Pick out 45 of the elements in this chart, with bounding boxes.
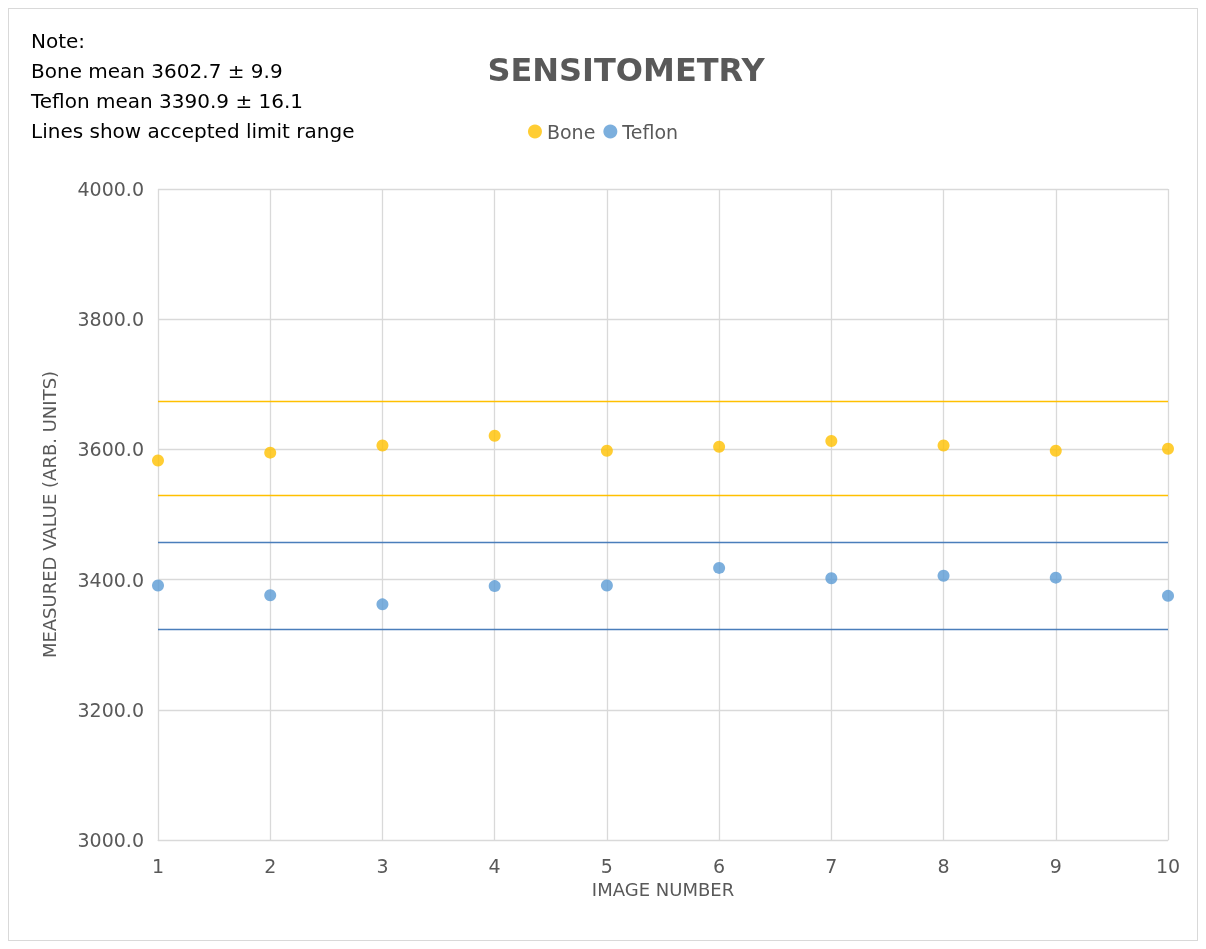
x-tick-label: 10 [1155,854,1181,877]
x-tick-label: 2 [264,854,277,877]
point [264,589,277,602]
legend-label: Bone [546,120,596,143]
point [488,580,501,593]
point [600,444,613,457]
x-axis-title: IMAGE NUMBER [591,878,735,900]
point [937,439,950,452]
point [713,440,726,453]
point [488,429,501,442]
point [937,569,950,582]
chart-title: SENSITOMETRY [487,51,766,89]
x-tick-label: 8 [937,854,950,877]
x-tick-label: 4 [488,854,501,877]
point [152,579,164,592]
x-tick-label: 7 [825,854,838,877]
point [825,434,838,447]
point [600,579,613,592]
x-tick-label: 5 [600,854,613,877]
legend-label: Teflon [621,120,679,143]
point [376,439,389,452]
point [713,561,726,574]
y-axis-title: MEASURED VALUE (ARB. UNITS) [38,370,60,659]
text: Bone mean 3602.7 ± 9.9 [31,59,283,83]
y-tick-label: 4000.0 [77,178,144,200]
y-tick-label: 3800.0 [77,308,144,331]
y-tick-label: 3400.0 [77,568,144,591]
point [1049,571,1062,584]
point [264,446,277,459]
text: Lines show accepted limit range [31,119,355,143]
y-tick-label: 3000.0 [77,829,144,851]
y-tick-label: 3600.0 [77,438,144,461]
point [152,454,164,467]
x-tick-label: 9 [1049,854,1062,877]
text: Teflon mean 3390.9 ± 16.1 [30,89,304,113]
text: Note: [31,29,86,53]
point [825,572,838,585]
point [1162,442,1174,455]
point [1049,444,1062,457]
x-tick-label: 3 [376,854,389,877]
x-tick-label: 6 [713,854,726,877]
y-tick-label: 3200.0 [77,698,144,721]
x-tick-label: 1 [151,854,165,877]
point [1162,589,1174,602]
point [376,598,389,611]
